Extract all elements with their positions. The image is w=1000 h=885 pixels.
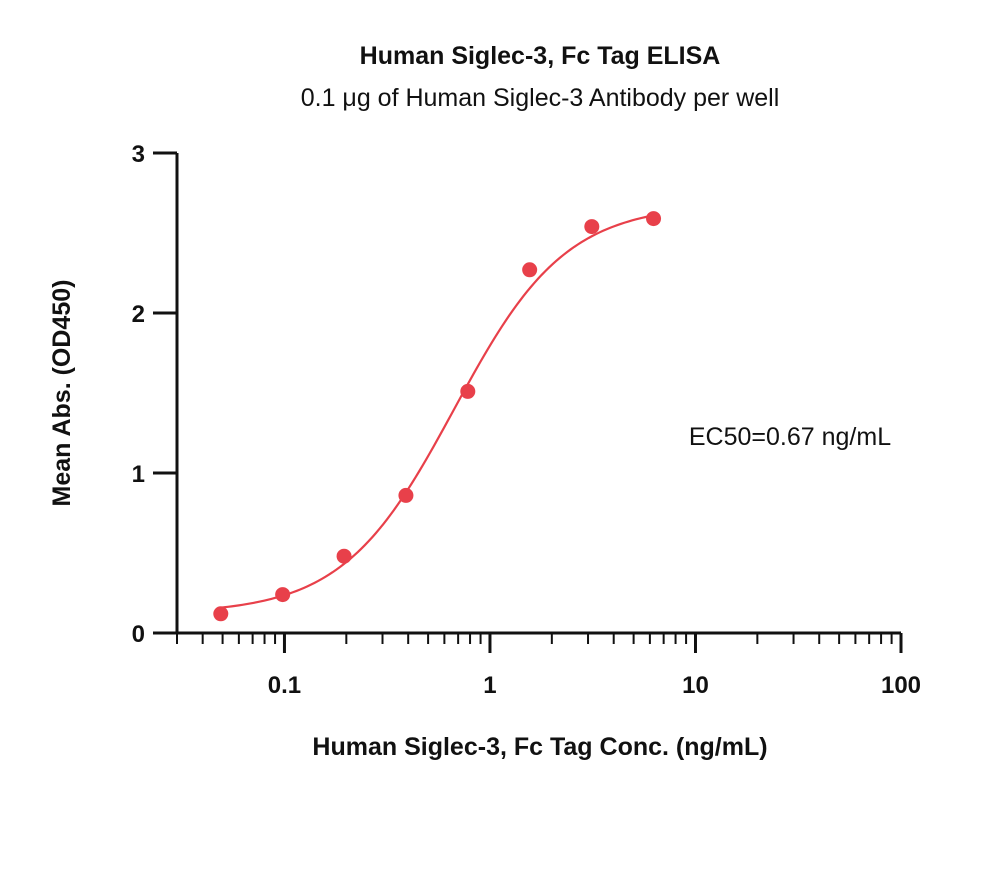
x-tick-label: 1 <box>483 672 496 699</box>
y-tick-label: 0 <box>132 621 145 648</box>
data-point <box>336 548 352 564</box>
data-point <box>646 211 662 227</box>
data-point <box>522 262 538 278</box>
y-tick-label: 3 <box>132 141 145 168</box>
x-axis-label: Human Siglec-3, Fc Tag Conc. (ng/mL) <box>312 733 767 761</box>
data-point <box>275 587 291 603</box>
data-point <box>584 219 600 235</box>
fit-curve <box>220 214 654 609</box>
data-points-layer <box>213 211 662 622</box>
chart-subtitle: 0.1 μg of Human Siglec-3 Antibody per we… <box>301 84 780 112</box>
x-tick-label: 10 <box>682 672 709 699</box>
chart-title: Human Siglec-3, Fc Tag ELISA <box>360 42 721 70</box>
y-tick-label: 2 <box>132 301 145 328</box>
ec50-annotation: EC50=0.67 ng/mL <box>689 423 891 451</box>
fit-curve-layer <box>220 214 654 609</box>
data-point <box>213 606 229 622</box>
x-tick-label: 100 <box>881 672 921 699</box>
y-tick-label: 1 <box>132 461 145 488</box>
y-axis-label: Mean Abs. (OD450) <box>48 280 76 507</box>
axes: 0 1 2 3 0.1 1 10 100 <box>132 141 921 699</box>
data-point <box>398 487 414 503</box>
data-point <box>460 383 476 399</box>
x-tick-label: 0.1 <box>268 672 301 699</box>
